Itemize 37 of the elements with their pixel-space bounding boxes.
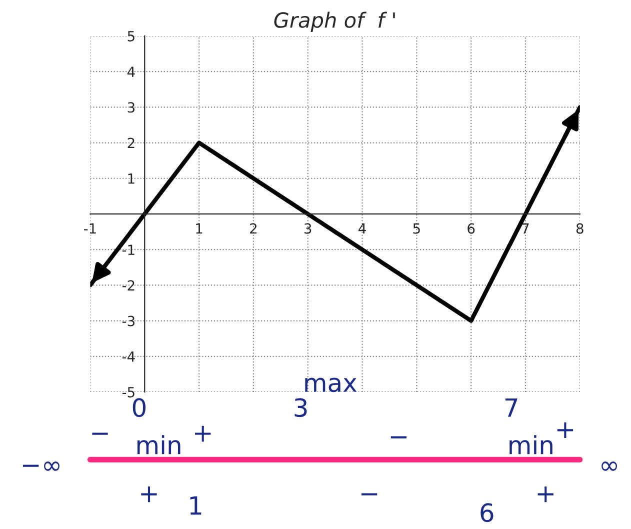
chart-title: Graph of f ': [274, 12, 395, 32]
text: +: [195, 426, 211, 442]
text: +: [538, 486, 554, 502]
text: 0: [132, 398, 146, 418]
x-tick-label: 8: [576, 223, 584, 234]
y-tick-label: -5: [122, 387, 134, 398]
text: +: [557, 422, 574, 438]
x-tick-label: -1: [84, 223, 96, 234]
y-tick-label: -1: [122, 244, 134, 255]
y-tick-label: 1: [128, 174, 134, 184]
text: min: [137, 435, 180, 454]
text: 6: [480, 503, 494, 522]
text: +: [141, 486, 157, 502]
x-tick-label: 3: [304, 223, 312, 234]
text: −: [390, 436, 407, 438]
text: min: [510, 435, 552, 454]
text: −: [362, 493, 378, 496]
x-tick-label: 2: [250, 223, 256, 234]
text: 3: [294, 398, 307, 418]
text: ∞: [602, 461, 617, 471]
x-tick-label: 1: [196, 223, 202, 234]
text: 7: [505, 398, 518, 417]
x-tick-label: 6: [468, 223, 475, 234]
y-tick-label: 2: [128, 138, 134, 148]
y-tick-label: -4: [122, 352, 135, 362]
text: −: [92, 432, 108, 435]
y-tick-label: 4: [127, 66, 135, 77]
text: 1: [190, 496, 202, 515]
text: −∞: [23, 461, 60, 471]
y-tick-label: 5: [128, 31, 134, 42]
y-tick-label: -3: [122, 316, 134, 326]
x-tick-label: 5: [413, 223, 420, 234]
annotation: max: [305, 378, 357, 392]
x-tick-label: 7: [522, 223, 529, 234]
x-tick-label: 4: [358, 223, 366, 234]
y-tick-label: 3: [128, 102, 134, 113]
y-tick-label: -2: [122, 280, 134, 290]
